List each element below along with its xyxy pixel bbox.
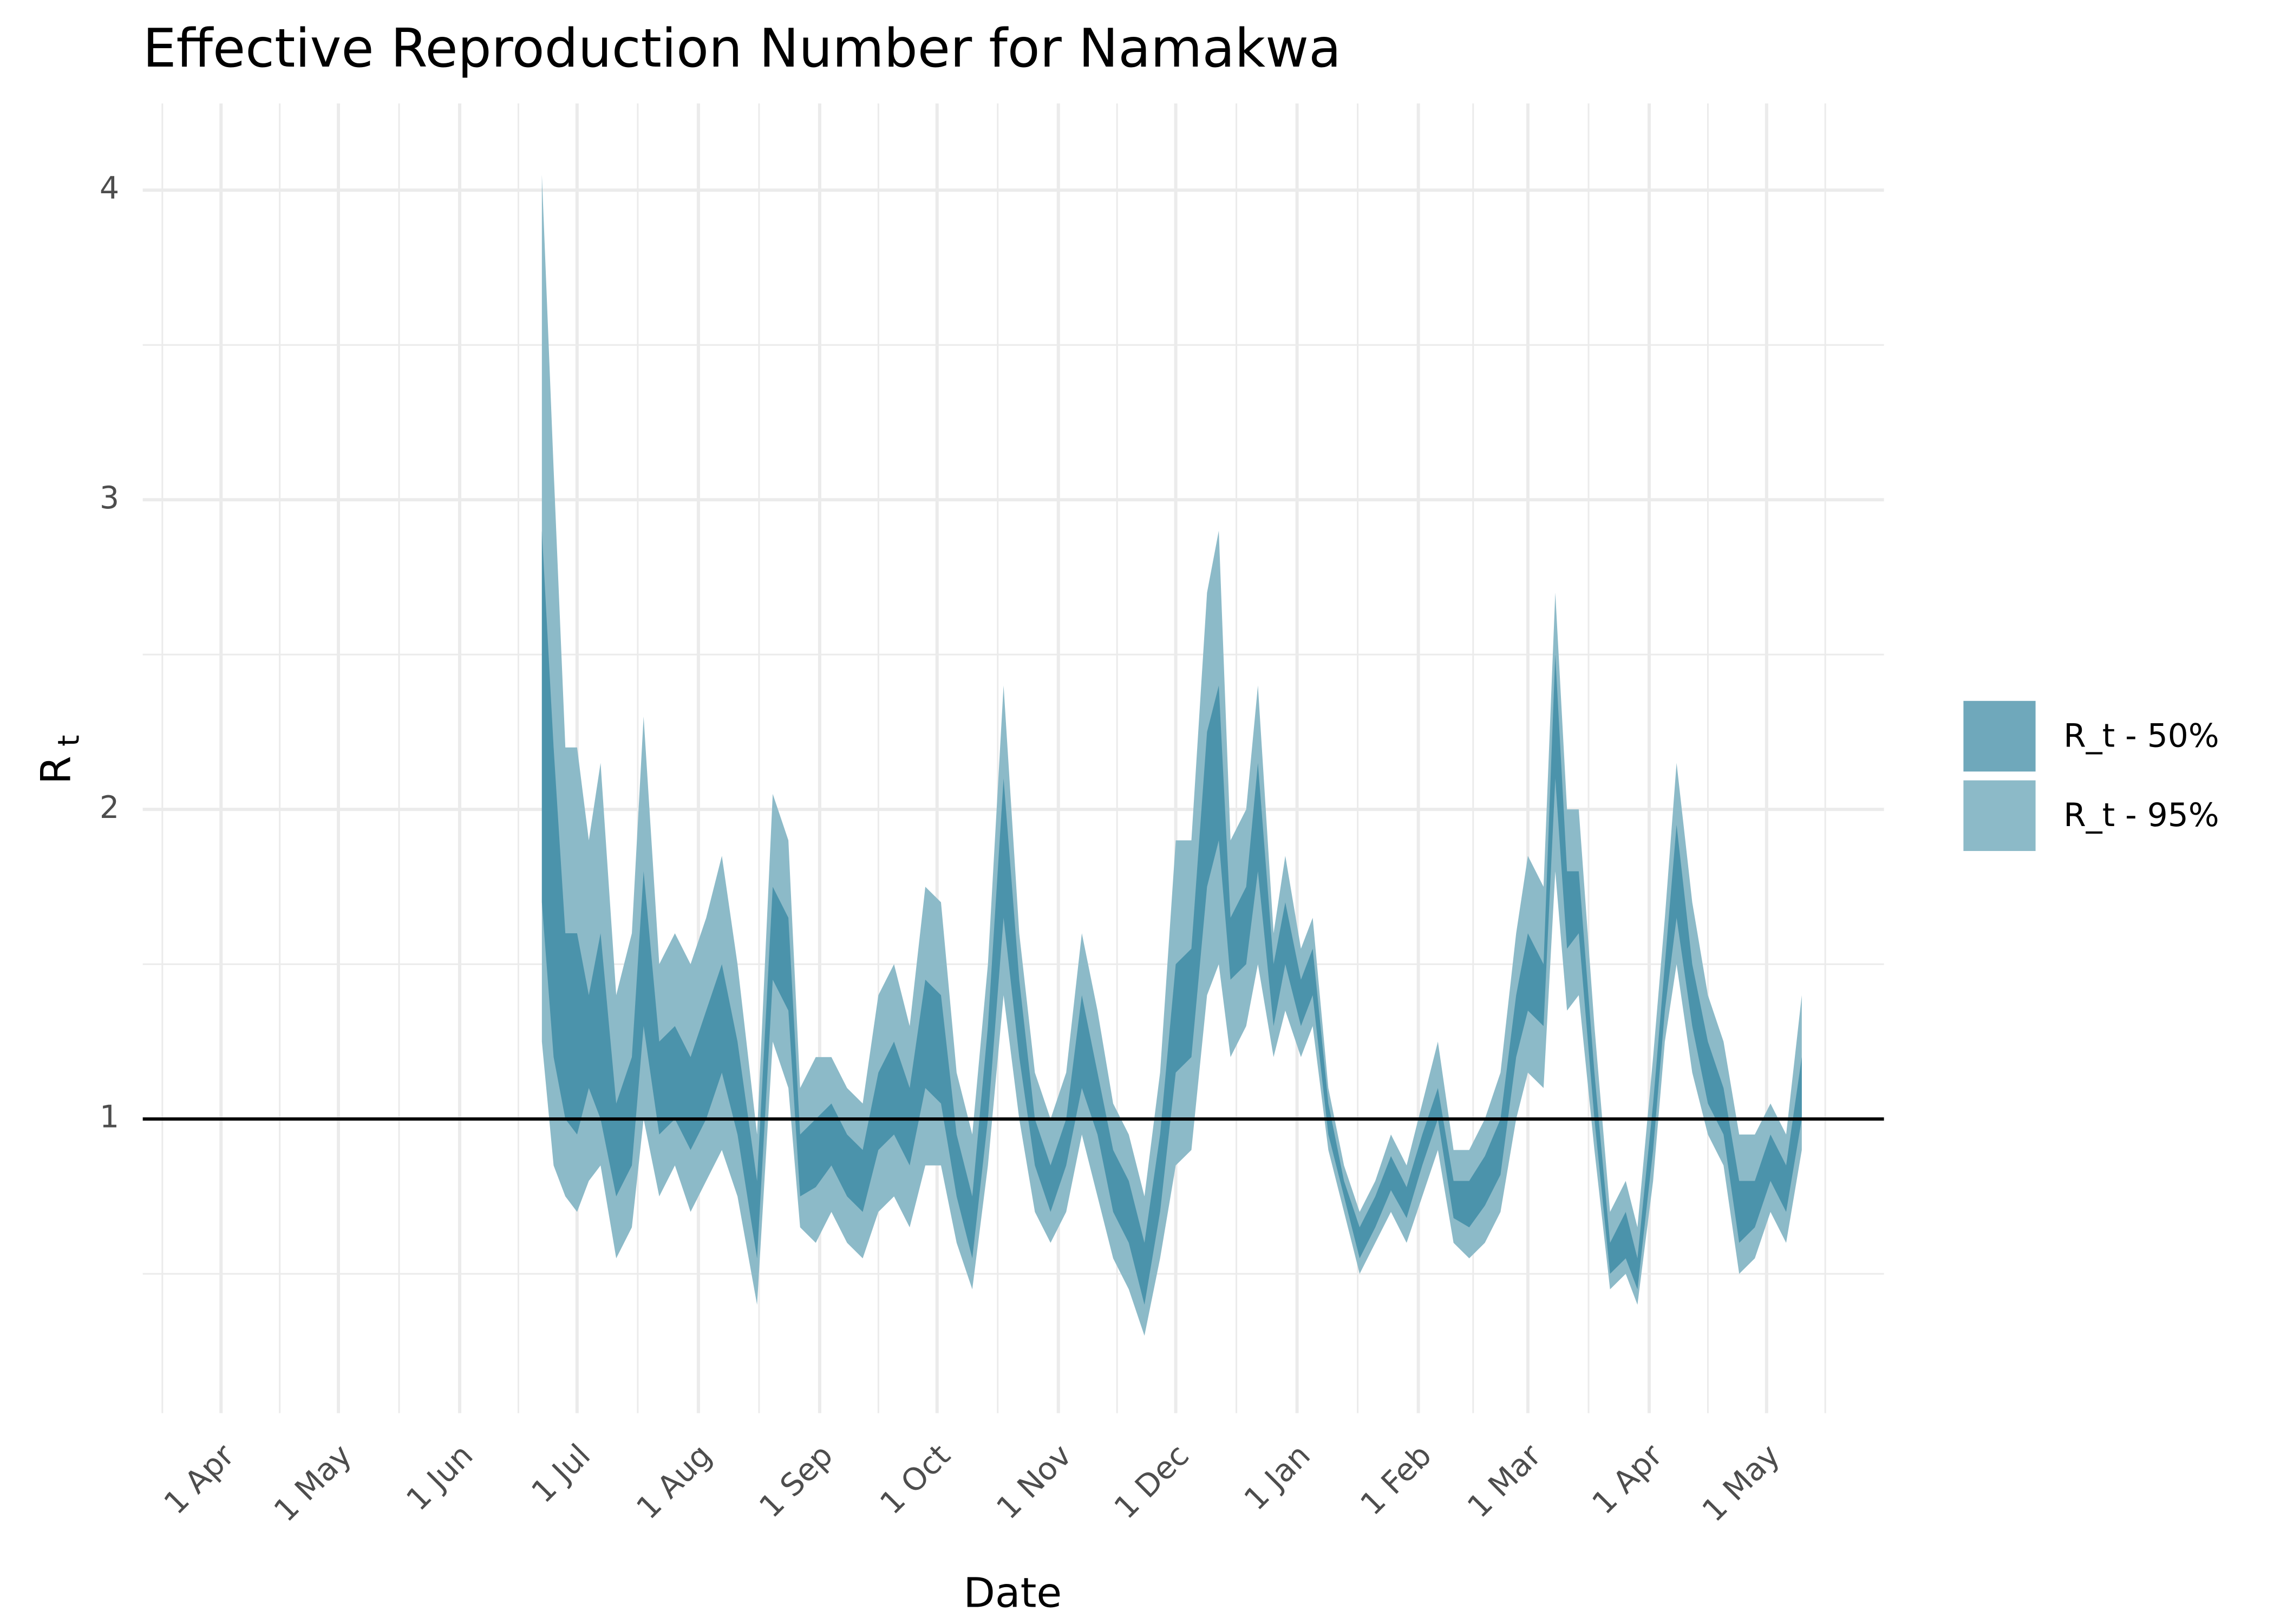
y-tick-label: 2	[100, 790, 119, 826]
x-tick-label: 1 Feb	[1354, 1437, 1439, 1522]
y-axis-title: R t	[32, 735, 86, 784]
x-tick-label: 1 Jun	[400, 1437, 480, 1517]
y-axis-title-subscript: t	[52, 735, 86, 746]
x-tick-label: 1 Jul	[525, 1437, 597, 1510]
ribbon-band	[541, 174, 1802, 1336]
y-tick-label: 4	[100, 171, 119, 206]
legend-key	[1963, 700, 2036, 772]
x-tick-label: 1 May	[267, 1437, 359, 1529]
y-tick-label: 3	[100, 480, 119, 516]
y-tick-label: 1	[100, 1099, 119, 1135]
x-tick-label: 1 May	[1695, 1437, 1787, 1529]
x-tick-label: 1 Aug	[630, 1437, 718, 1526]
x-tick-label: 1 Apr	[1585, 1437, 1669, 1521]
legend-label: R_t - 95%	[2063, 796, 2219, 834]
chart-title: Effective Reproduction Number for Namakw…	[143, 18, 1341, 80]
x-tick-label: 1 Sep	[753, 1437, 840, 1524]
y-axis-title-main: R	[32, 756, 80, 784]
legend: R_t - 50% R_t - 95%	[1963, 700, 2219, 852]
x-tick-label: 1 Oct	[873, 1437, 957, 1521]
x-tick-label: 1 Dec	[1108, 1437, 1196, 1525]
legend-key	[1963, 780, 2036, 852]
x-tick-label: 1 Apr	[157, 1437, 241, 1521]
x-tick-label: 1 Jan	[1237, 1437, 1317, 1517]
x-axis-title: Date	[963, 1569, 1062, 1617]
x-tick-label: 1 Nov	[990, 1437, 1079, 1526]
legend-label: R_t - 50%	[2063, 717, 2219, 755]
x-tick-label: 1 Mar	[1461, 1437, 1548, 1525]
